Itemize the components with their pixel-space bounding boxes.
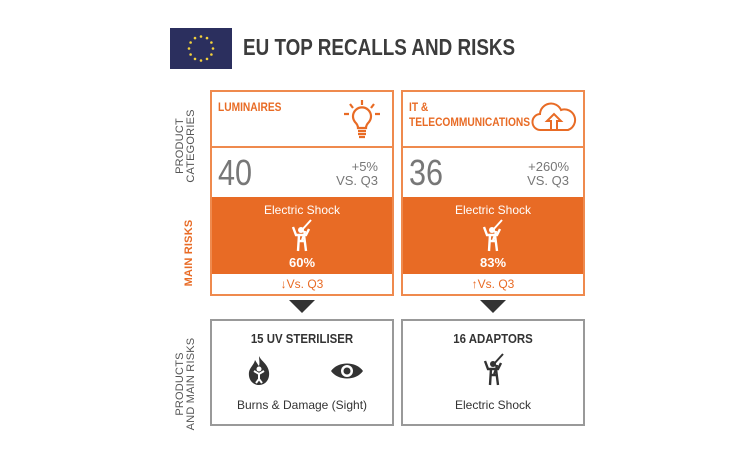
product-risk: Electric Shock <box>454 398 532 412</box>
risk-percentage: 83% <box>479 255 507 270</box>
main-risk-panel: Electric Shock 83% <box>403 197 583 274</box>
cloud-upload-icon <box>531 102 577 137</box>
change-vs-q3: +5% VS. Q3 <box>336 159 378 188</box>
down-triangle-icon <box>480 300 506 313</box>
trend-vs-q3: ↑Vs. Q3 <box>471 277 515 291</box>
category-name: LUMINAIRES <box>218 100 282 114</box>
product-risk: Burns & Damage (Sight) <box>236 398 368 412</box>
product-box-uv-steriliser: 15 UV STERILISER Burns & Damage (Sight) <box>210 319 394 426</box>
lightbulb-icon <box>342 98 382 145</box>
eye-icon <box>331 363 363 379</box>
category-card-luminaires: LUMINAIRES 40 +5% VS. Q3 Electric Shock 6… <box>210 90 394 296</box>
arrow-up-icon: ↑ <box>471 277 478 291</box>
electric-shock-icon <box>482 219 503 252</box>
burns-icon <box>248 356 270 385</box>
recall-count: 40 <box>218 152 253 193</box>
page-title: EU TOP RECALLS AND RISKS <box>243 34 516 60</box>
category-name: IT & TELECOMMUNICATIONS <box>409 100 531 129</box>
arrow-down-icon: ↓ <box>280 277 287 291</box>
trend-vs-q3: ↓Vs. Q3 <box>280 277 324 291</box>
eu-flag-icon <box>170 28 232 69</box>
row-label-product-categories: PRODUCT CATEGORIES <box>174 109 197 183</box>
risk-percentage: 60% <box>288 255 316 270</box>
change-vs-q3: +260% VS. Q3 <box>527 159 569 188</box>
row-label-products-main-risks: PRODUCTS AND MAIN RISKS <box>174 337 197 431</box>
product-box-adaptors: 16 ADAPTORS Electric Shock <box>401 319 585 426</box>
category-card-it-telecom: IT & TELECOMMUNICATIONS 36 +260% VS. Q3 El… <box>401 90 585 296</box>
recall-count: 36 <box>409 152 444 193</box>
row-label-main-risks: MAIN RISKS <box>183 219 195 287</box>
main-risk-panel: Electric Shock 60% <box>212 197 392 274</box>
down-triangle-icon <box>289 300 315 313</box>
electric-shock-icon <box>483 353 504 386</box>
electric-shock-icon <box>291 219 312 252</box>
